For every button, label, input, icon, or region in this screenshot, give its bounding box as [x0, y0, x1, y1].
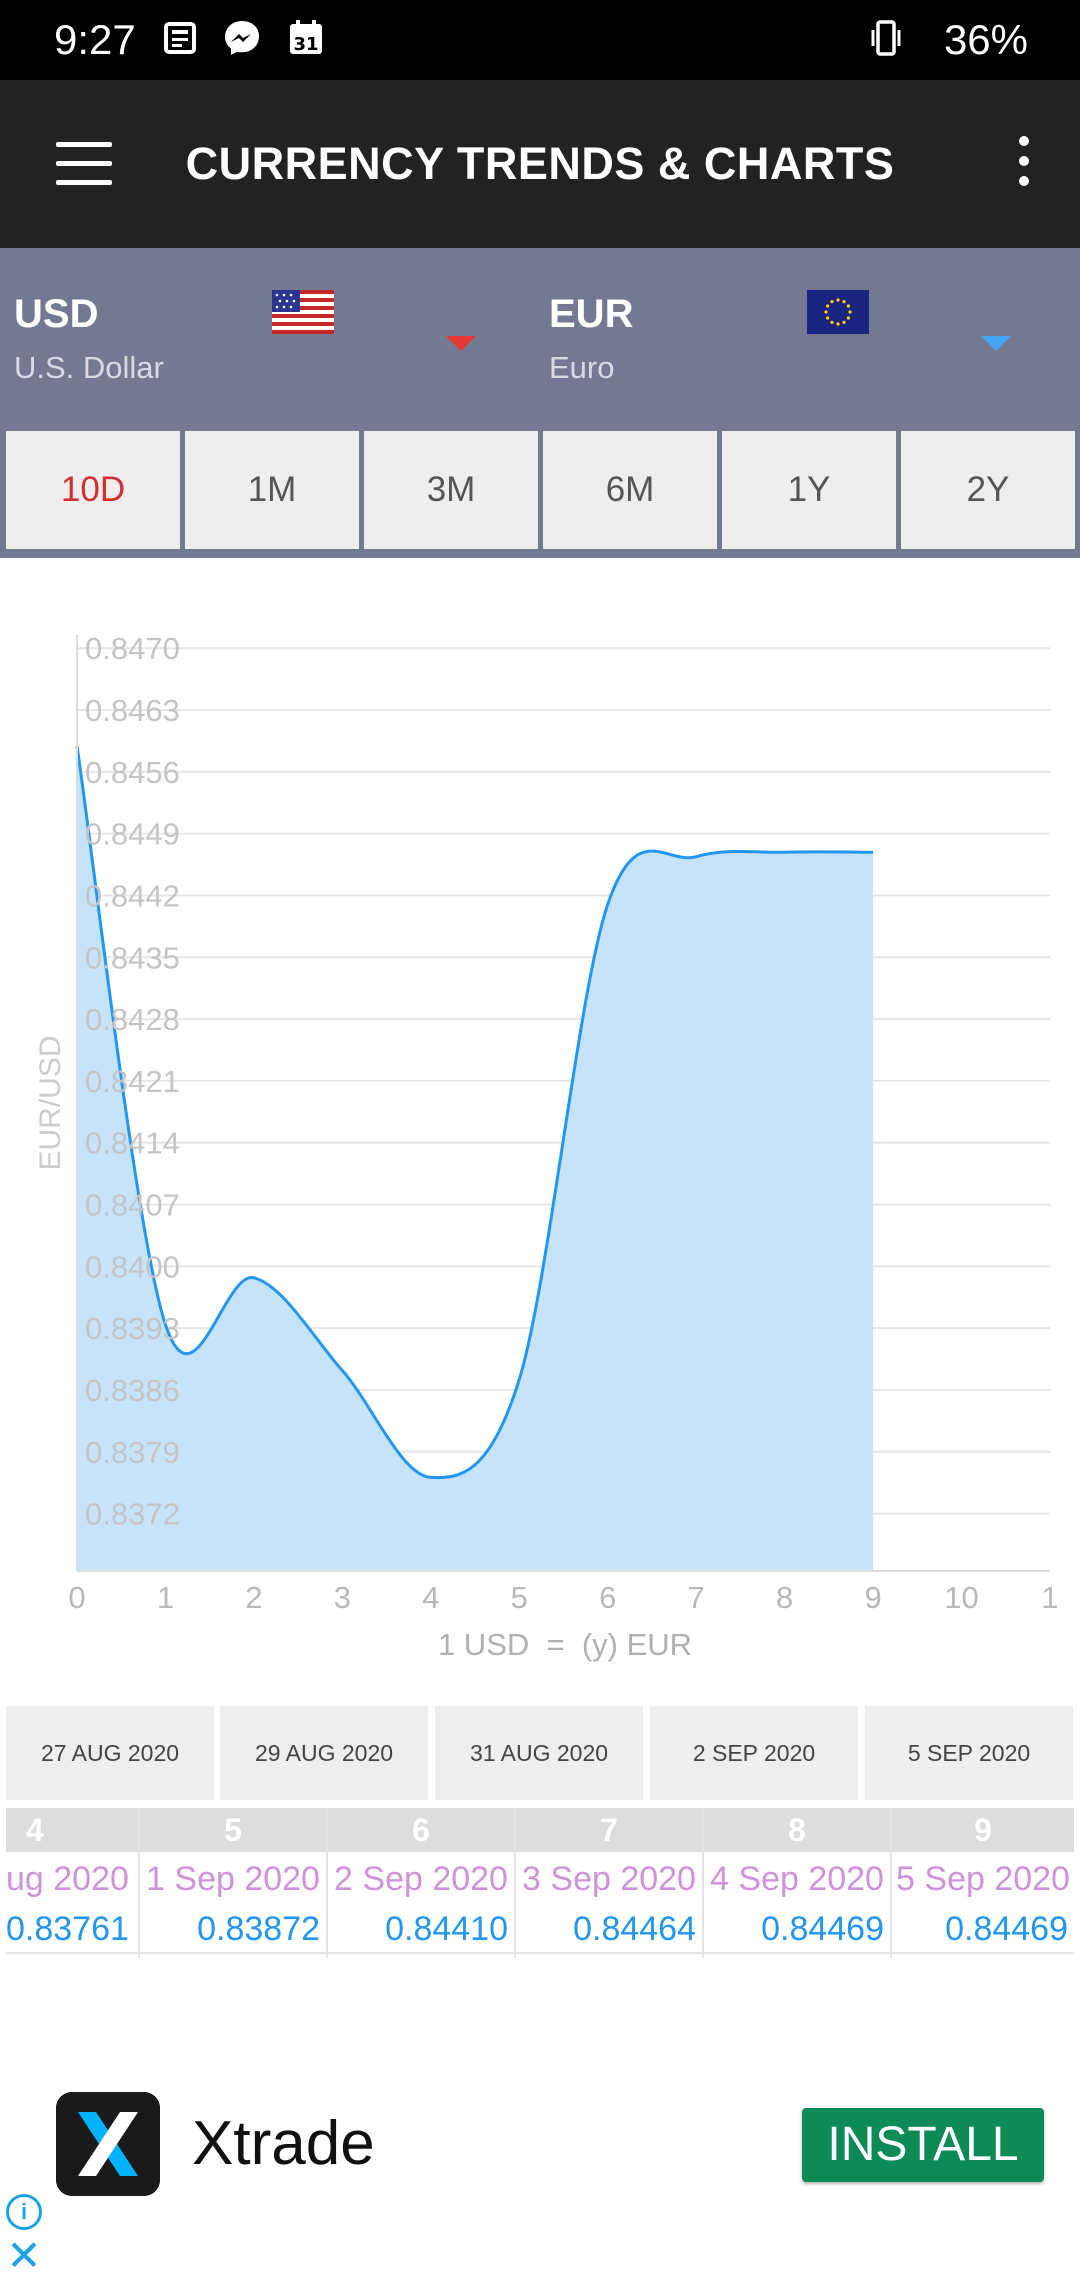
- y-tick-label: 0.8372: [85, 1497, 180, 1532]
- vibrate-icon: [871, 20, 901, 56]
- date-tab[interactable]: 5 SEP 2020: [865, 1706, 1073, 1800]
- from-currency-dropdown-icon[interactable]: [446, 336, 476, 351]
- table-column: 8 4 Sep 2020 0.84469: [704, 1808, 892, 1958]
- x-tick-label: 4: [422, 1580, 439, 1615]
- to-currency-selector[interactable]: EUR Euro: [535, 248, 1075, 428]
- table-column-index: 5: [140, 1808, 326, 1852]
- app-bar: CURRENCY TRENDS & CHARTS: [0, 80, 1080, 248]
- table-column-date: ug 2020: [6, 1860, 129, 1898]
- series-area: [77, 746, 874, 1571]
- more-vert-icon[interactable]: [1016, 136, 1032, 192]
- table-column-date: 5 Sep 2020: [896, 1860, 1070, 1898]
- table-column-index: 8: [704, 1808, 890, 1852]
- period-3m-button[interactable]: 3M: [364, 431, 538, 549]
- x-tick-label: 8: [776, 1580, 793, 1615]
- table-column: 5 1 Sep 2020 0.83872: [140, 1808, 328, 1958]
- y-tick-label: 0.8456: [85, 755, 180, 790]
- y-tick-label: 0.8449: [85, 817, 180, 852]
- period-10d-button[interactable]: 10D: [6, 431, 180, 549]
- period-6m-button[interactable]: 6M: [543, 431, 717, 549]
- calendar-icon: 31: [290, 20, 322, 55]
- from-currency-code: USD: [14, 292, 99, 336]
- x-axis-label: 1 USD = (y) EUR: [438, 1627, 692, 1662]
- table-column-value: 0.83761: [6, 1904, 138, 1954]
- y-tick-label: 0.8463: [85, 693, 180, 728]
- y-tick-label: 0.8379: [85, 1435, 180, 1470]
- y-tick-label: 0.8393: [85, 1311, 180, 1346]
- table-column: 4 ug 2020 0.83761: [6, 1808, 140, 1958]
- to-currency-dropdown-icon[interactable]: [981, 336, 1011, 351]
- from-currency-name: U.S. Dollar: [14, 350, 164, 385]
- y-axis-label: EUR/USD: [34, 1035, 67, 1170]
- date-range-tabs: 27 AUG 2020 29 AUG 2020 31 AUG 2020 2 SE…: [0, 1706, 1080, 1802]
- table-column-value: 0.83872: [140, 1904, 326, 1954]
- table-column-index: 9: [892, 1808, 1074, 1852]
- date-tab[interactable]: 27 AUG 2020: [6, 1706, 214, 1800]
- y-tick-label: 0.8400: [85, 1249, 180, 1284]
- from-currency-selector[interactable]: USD U.S. Dollar: [0, 248, 540, 428]
- menu-icon[interactable]: [56, 142, 112, 186]
- x-tick-label: 7: [688, 1580, 705, 1615]
- ad-close-icon[interactable]: ✕: [6, 2232, 42, 2279]
- table-column-index: 7: [516, 1808, 702, 1852]
- page-title: CURRENCY TRENDS & CHARTS: [185, 138, 895, 189]
- x-tick-label: 1: [1041, 1580, 1058, 1615]
- y-tick-label: 0.8470: [85, 631, 180, 666]
- x-tick-label: 1: [157, 1580, 174, 1615]
- y-tick-label: 0.8442: [85, 878, 180, 913]
- news-icon: [164, 22, 196, 54]
- period-1m-button[interactable]: 1M: [185, 431, 359, 549]
- date-tab[interactable]: 29 AUG 2020: [220, 1706, 428, 1800]
- table-column-date: 2 Sep 2020: [334, 1860, 508, 1898]
- y-tick-label: 0.8435: [85, 940, 180, 975]
- table-column-value: 0.84469: [892, 1904, 1074, 1954]
- ad-title: Xtrade: [192, 2109, 375, 2178]
- table-column-value: 0.84469: [704, 1904, 890, 1954]
- table-column-date: 4 Sep 2020: [710, 1860, 884, 1898]
- x-tick-label: 2: [245, 1580, 262, 1615]
- svg-text:31: 31: [293, 34, 318, 55]
- status-time: 9:27: [54, 16, 136, 63]
- us-flag-icon: [272, 290, 334, 334]
- install-button[interactable]: INSTALL: [802, 2108, 1044, 2182]
- period-tabs: 10D 1M 3M 6M 1Y 2Y: [0, 428, 1080, 558]
- ad-banner[interactable]: Xtrade INSTALL i ✕: [0, 2060, 1080, 2280]
- x-tick-label: 5: [511, 1580, 528, 1615]
- ad-info-icon[interactable]: i: [6, 2194, 42, 2230]
- status-bar: 9:27 31 36%: [0, 0, 1080, 80]
- eu-flag-icon: [807, 290, 869, 334]
- y-tick-label: 0.8386: [85, 1373, 180, 1408]
- x-tick-label: 3: [334, 1580, 351, 1615]
- y-tick-label: 0.8407: [85, 1188, 180, 1223]
- y-tick-label: 0.8421: [85, 1064, 180, 1099]
- to-currency-code: EUR: [549, 292, 634, 336]
- table-column-date: 3 Sep 2020: [522, 1860, 696, 1898]
- y-tick-label: 0.8414: [85, 1126, 180, 1161]
- table-column: 7 3 Sep 2020 0.84464: [516, 1808, 704, 1958]
- table-column-index: 4: [6, 1808, 138, 1852]
- table-column-date: 1 Sep 2020: [146, 1860, 320, 1898]
- period-2y-button[interactable]: 2Y: [901, 431, 1075, 549]
- rates-table[interactable]: 4 ug 2020 0.83761 5 1 Sep 2020 0.83872 6…: [0, 1808, 1080, 1958]
- currency-pair-bar: USD U.S. Dollar EUR Euro: [0, 248, 1080, 428]
- period-1y-button[interactable]: 1Y: [722, 431, 896, 549]
- x-tick-label: 10: [944, 1580, 978, 1615]
- table-column: 9 5 Sep 2020 0.84469: [892, 1808, 1074, 1958]
- date-tab[interactable]: 2 SEP 2020: [650, 1706, 858, 1800]
- x-tick-label: 9: [864, 1580, 881, 1615]
- date-tab[interactable]: 31 AUG 2020: [435, 1706, 643, 1800]
- table-column: 6 2 Sep 2020 0.84410: [328, 1808, 516, 1958]
- to-currency-name: Euro: [549, 350, 615, 385]
- rate-chart[interactable]: 0.8470 0.8463 0.8456 0.8449 0.8442 0.8435 0.84…: [0, 558, 1080, 1670]
- x-tick-label: 0: [68, 1580, 85, 1615]
- battery-level: 36%: [943, 16, 1028, 63]
- table-column-value: 0.84410: [328, 1904, 514, 1954]
- xtrade-logo-icon: [56, 2092, 160, 2196]
- y-tick-label: 0.8428: [85, 1002, 180, 1037]
- table-column-index: 6: [328, 1808, 514, 1852]
- messenger-icon: [225, 21, 259, 55]
- series-line: [75, 746, 874, 1480]
- table-column-value: 0.84464: [516, 1904, 702, 1954]
- x-tick-label: 6: [599, 1580, 616, 1615]
